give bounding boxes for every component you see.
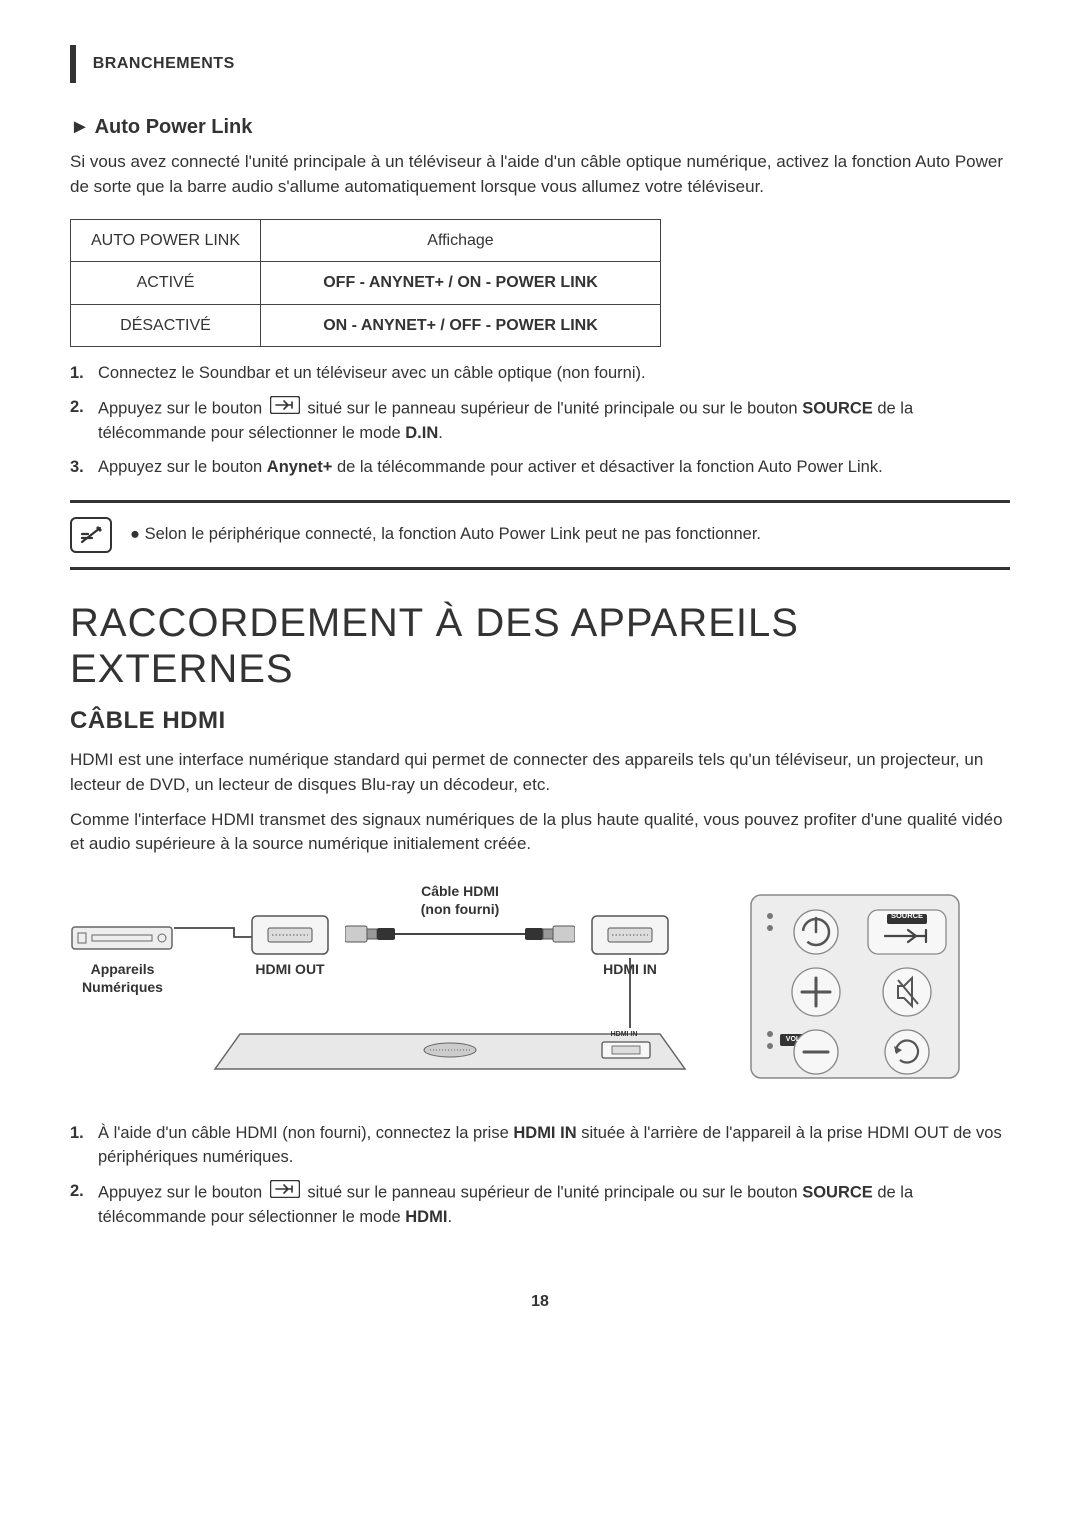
divider [70,500,1010,503]
source-arrow-icon [270,1180,300,1206]
hdmi-steps: 1. À l'aide d'un câble HDMI (non fourni)… [70,1122,1010,1230]
divider [70,567,1010,570]
step-num: 1. [70,1122,98,1170]
hdmi-step-2: 2. Appuyez sur le bouton situé sur le pa… [70,1180,1010,1230]
step-num: 2. [70,1180,98,1230]
auto-power-table: AUTO POWER LINK Affichage ACTIVÉ OFF - A… [70,219,661,347]
step-1: 1. Connectez le Soundbar et un téléviseu… [70,362,1010,386]
vol-btn-label: VOL [781,1035,805,1044]
source-btn-label: SOURCE [887,911,927,921]
auto-power-heading: ► Auto Power Link [70,113,1010,142]
note-icon [70,517,112,553]
table-r1c2: OFF - ANYNET+ / ON - POWER LINK [261,262,661,304]
hdmi-in-port-icon [590,914,670,959]
note-row: ● Selon le périphérique connecté, la fon… [70,511,1010,559]
cable-label: Câble HDMI (non fourni) [405,882,515,918]
control-panel-icon [750,894,960,1079]
hdmi-in-port-label: HDMI IN [600,1030,648,1039]
auto-power-intro: Si vous avez connecté l'unité principale… [70,150,1010,199]
step-text: Appuyez sur le bouton situé sur le panne… [98,396,1010,446]
table-header-2: Affichage [261,220,661,262]
digital-device-icon [70,917,175,957]
page-number: 18 [70,1290,1010,1313]
step-text: Connectez le Soundbar et un téléviseur a… [98,362,1010,386]
step-num: 3. [70,456,98,480]
table-r2c2: ON - ANYNET+ / OFF - POWER LINK [261,304,661,346]
step-num: 2. [70,396,98,446]
hdmi-cable-icon [345,920,575,950]
section-header: BRANCHEMENTS [70,45,1010,83]
step-2: 2. Appuyez sur le bouton situé sur le pa… [70,396,1010,446]
hdmi-p1: HDMI est une interface numérique standar… [70,748,1010,797]
table-header-1: AUTO POWER LINK [71,220,261,262]
step-text: Appuyez sur le bouton Anynet+ de la télé… [98,456,1010,480]
step-3: 3. Appuyez sur le bouton Anynet+ de la t… [70,456,1010,480]
table-r1c1: ACTIVÉ [71,262,261,304]
source-arrow-icon [270,396,300,422]
note-text: ● Selon le périphérique connecté, la fon… [130,523,761,547]
auto-power-steps: 1. Connectez le Soundbar et un téléviseu… [70,362,1010,480]
device-label: Appareils Numériques [70,960,175,996]
main-title: RACCORDEMENT À DES APPAREILS EXTERNES [70,600,1010,692]
step-text: Appuyez sur le bouton situé sur le panne… [98,1180,1010,1230]
header-bar [70,45,76,83]
table-r2c1: DÉSACTIVÉ [71,304,261,346]
hdmi-out-port-icon [250,914,330,959]
step-num: 1. [70,362,98,386]
hdmi-out-label: HDMI OUT [250,960,330,978]
hdmi-diagram: Appareils Numériques HDMI OUT Câble HDMI… [70,882,1010,1102]
step-text: À l'aide d'un câble HDMI (non fourni), c… [98,1122,1010,1170]
sub-title: CÂBLE HDMI [70,704,1010,739]
section-name: BRANCHEMENTS [93,45,235,83]
hdmi-p2: Comme l'interface HDMI transmet des sign… [70,808,1010,857]
hdmi-step-1: 1. À l'aide d'un câble HDMI (non fourni)… [70,1122,1010,1170]
